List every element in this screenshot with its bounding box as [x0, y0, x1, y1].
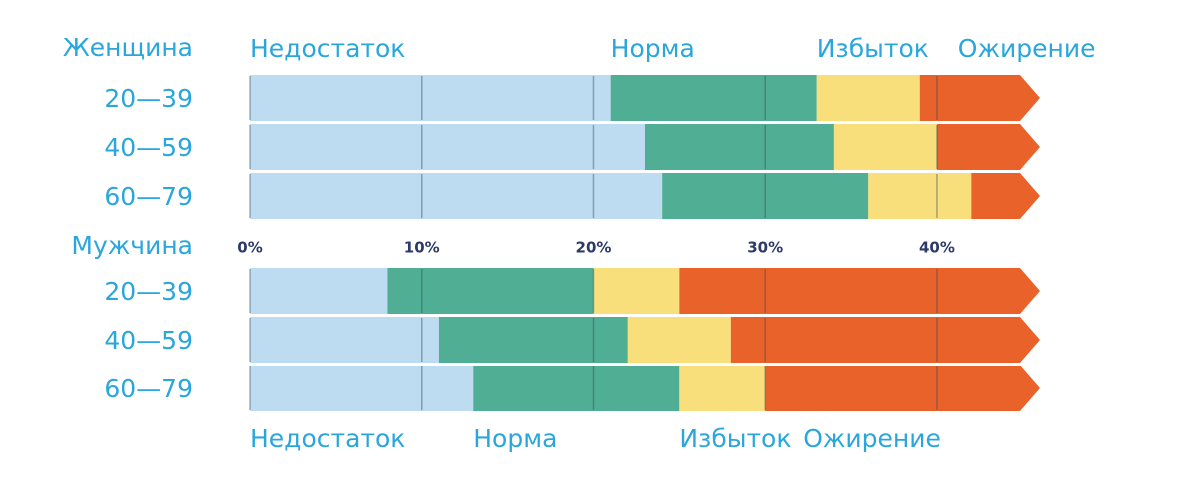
x-tick-label: 20% [576, 239, 612, 257]
bar-segment [387, 268, 594, 314]
row-label: 60—79 [104, 182, 193, 211]
legend-label: Избыток [817, 34, 929, 63]
bar-segment [250, 365, 474, 411]
row-label: 20—39 [104, 84, 193, 113]
bar-segment [730, 317, 1040, 363]
legend-label: Норма [611, 34, 695, 63]
bar-segment [679, 365, 766, 411]
bar-segment [662, 173, 869, 219]
x-tick-label: 0% [237, 239, 262, 257]
bar-segment [919, 75, 1040, 121]
x-tick-label: 10% [404, 239, 440, 257]
x-tick-label: 40% [919, 239, 955, 257]
row-label: 40—59 [104, 133, 193, 162]
bar-segment [250, 268, 388, 314]
legend-label: Недостаток [250, 424, 405, 453]
legend-label: Ожирение [803, 424, 941, 453]
bar-segment [868, 173, 972, 219]
bar-segment [250, 124, 645, 170]
legend-label: Избыток [679, 424, 791, 453]
bar-segment [250, 173, 663, 219]
bar-segment [438, 317, 628, 363]
bar-segment [679, 268, 1040, 314]
bar-segment [473, 365, 680, 411]
bar-segment [645, 124, 834, 170]
bar-segment [765, 365, 1040, 411]
bar-segment [816, 75, 920, 121]
group-title: Женщина [63, 33, 193, 62]
bar-segment [250, 75, 611, 121]
bar-segment [971, 173, 1040, 219]
row-label: 20—39 [104, 277, 193, 306]
bar-segment [627, 317, 731, 363]
bar-segment [250, 317, 439, 363]
row-label: 60—79 [104, 374, 193, 403]
legend-label: Ожирение [958, 34, 1096, 63]
bar-segment [936, 124, 1040, 170]
legend-label: Недостаток [250, 34, 405, 63]
bar-segment [610, 75, 817, 121]
group-title: Мужчина [71, 231, 193, 260]
bar-segment [833, 124, 937, 170]
bar-segment [593, 268, 680, 314]
x-tick-label: 30% [747, 239, 783, 257]
row-label: 40—59 [104, 326, 193, 355]
legend-label: Норма [473, 424, 557, 453]
